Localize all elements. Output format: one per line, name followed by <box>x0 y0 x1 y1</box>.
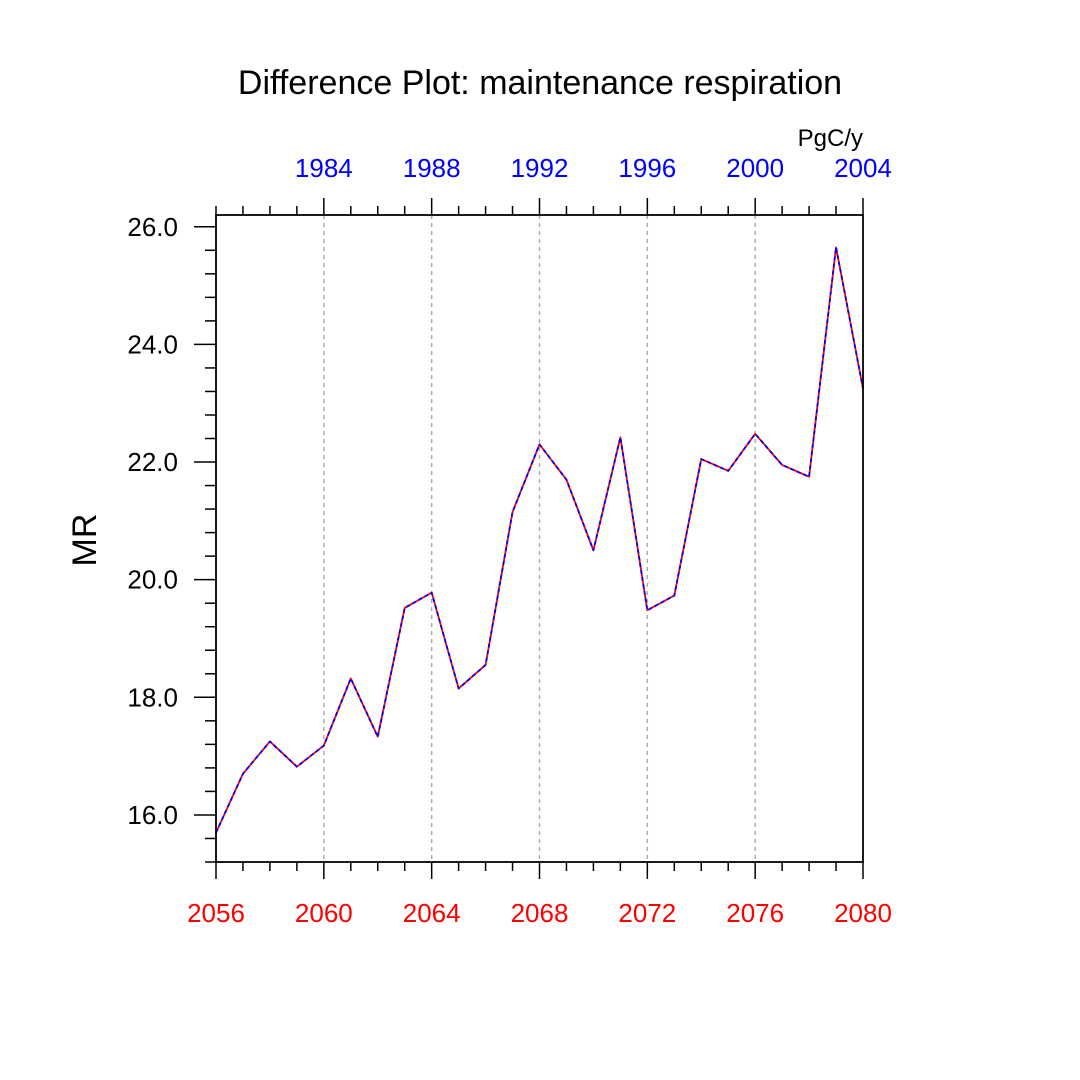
series-line-blue <box>215 246 864 833</box>
x-bottom-tick-label: 2080 <box>834 898 892 928</box>
y-tick-label: 16.0 <box>127 800 178 830</box>
x-top-tick-label: 1996 <box>618 153 676 183</box>
x-top-tick-label: 2000 <box>726 153 784 183</box>
x-bottom-tick-label: 2076 <box>726 898 784 928</box>
chart-title: Difference Plot: maintenance respiration <box>238 64 842 102</box>
y-tick-label: 22.0 <box>127 447 178 477</box>
x-bottom-tick-label: 2056 <box>187 898 245 928</box>
axes: 16.0 18.0 20.0 22.0 24.0 26.0 2056 2060 2064 2068… <box>127 153 892 928</box>
x-top-tick-label: 1984 <box>295 153 353 183</box>
x-bottom-tick-label: 2068 <box>511 898 569 928</box>
x-bottom-tick-label: 2072 <box>618 898 676 928</box>
y-axis-label: MR <box>66 514 104 567</box>
y-tick-label: 26.0 <box>127 212 178 242</box>
x-bottom-tick-label: 2064 <box>403 898 461 928</box>
y-tick-label: 18.0 <box>127 682 178 712</box>
series-lines <box>215 246 864 833</box>
gridlines <box>323 215 756 862</box>
x-bottom-tick-label: 2060 <box>295 898 353 928</box>
units-label: PgC/y <box>798 125 863 152</box>
x-top-tick-label: 1992 <box>511 153 569 183</box>
x-top-tick-label: 2004 <box>834 153 892 183</box>
y-tick-label: 24.0 <box>127 329 178 359</box>
x-top-tick-label: 1988 <box>403 153 461 183</box>
y-tick-label: 20.0 <box>127 565 178 595</box>
